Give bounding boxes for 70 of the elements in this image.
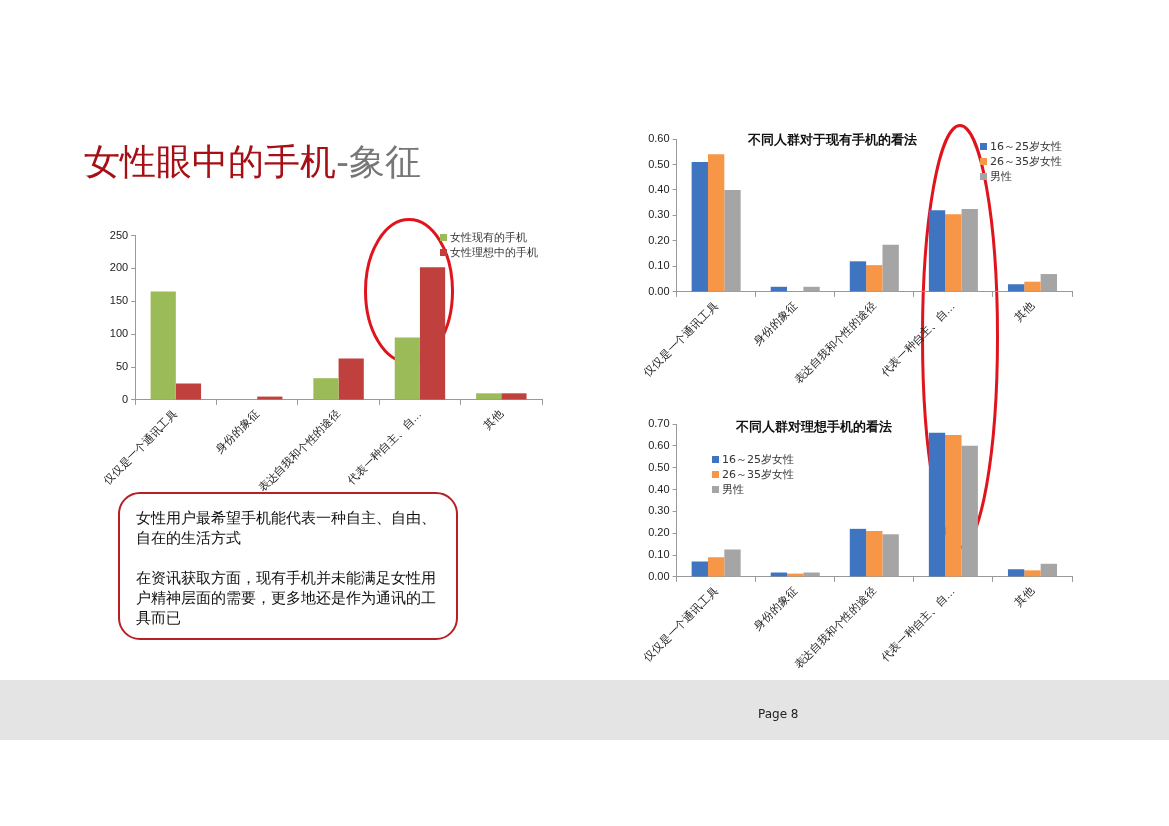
y-tick-label: 200 bbox=[109, 261, 129, 274]
x-tick-label: 身份的象征 bbox=[213, 407, 261, 455]
x-tick-label: 仅仅是一个通讯工具 bbox=[100, 407, 180, 487]
bar bbox=[945, 434, 962, 577]
y-tick-label: 0.00 bbox=[648, 284, 670, 297]
bar bbox=[691, 561, 708, 577]
legend-label: 女性现有的手机 bbox=[449, 230, 528, 245]
bar bbox=[476, 393, 502, 400]
y-tick-label: 0.40 bbox=[648, 482, 670, 495]
x-tick-label: 其他 bbox=[480, 407, 505, 432]
y-tick-label: 0.20 bbox=[648, 526, 670, 539]
x-tick-label: 代表一种自主、自… bbox=[344, 407, 424, 487]
x-tick-label: 代表一种自主、自… bbox=[877, 299, 957, 379]
y-tick-label: 0.50 bbox=[648, 460, 670, 473]
bar bbox=[849, 528, 867, 577]
y-tick-label: 0.10 bbox=[648, 259, 670, 272]
x-tick-label: 代表一种自主、自… bbox=[877, 584, 957, 664]
legend-label: 16～25岁女性 bbox=[989, 139, 1062, 154]
text: Page 8 bbox=[758, 707, 799, 721]
chart-title: 不同人群对理想手机的看法 bbox=[736, 418, 892, 436]
bar bbox=[419, 267, 446, 400]
legend-label: 女性理想中的手机 bbox=[449, 245, 538, 260]
y-tick-label: 100 bbox=[109, 327, 129, 340]
chart-title: 不同人群对于现有手机的看法 bbox=[748, 131, 917, 149]
bar bbox=[849, 261, 867, 292]
x-tick-label: 身份的象征 bbox=[751, 299, 799, 347]
y-tick-label: 0.70 bbox=[648, 417, 670, 430]
bar bbox=[394, 337, 420, 400]
y-tick-label: 0.60 bbox=[648, 438, 670, 451]
y-tick-label: 0.30 bbox=[648, 208, 670, 221]
legend-label: 26～35岁女性 bbox=[989, 154, 1062, 169]
bar bbox=[1024, 281, 1041, 292]
bar bbox=[928, 432, 946, 577]
y-tick-label: 0.10 bbox=[648, 548, 670, 561]
y-tick-label: 0.50 bbox=[648, 157, 670, 170]
legend-label: 26～35岁女性 bbox=[721, 467, 794, 482]
y-tick-label: 150 bbox=[109, 294, 129, 307]
x-tick-label: 身份的象征 bbox=[751, 584, 799, 632]
legend-label: 男性 bbox=[989, 169, 1013, 184]
text-box: 女性用户最希望手机能代表一种自主、自由、自在的生活方式 在资讯获取方面，现有手机并未能满足女性用户精神层面的需要，更多地还是作为通讯的工具而已 bbox=[118, 492, 458, 640]
bar bbox=[945, 214, 962, 292]
y-tick-label: 0.00 bbox=[648, 569, 670, 582]
bar bbox=[501, 393, 527, 400]
bar bbox=[1007, 569, 1025, 577]
y-tick-label: 0.30 bbox=[648, 504, 670, 517]
y-tick-label: 0.20 bbox=[648, 233, 670, 246]
chart-subtitle: -象征 bbox=[336, 141, 421, 182]
legend-label: 16～25岁女性 bbox=[721, 452, 794, 467]
y-tick-label: 0.40 bbox=[648, 182, 670, 195]
bar bbox=[866, 531, 883, 577]
y-tick-label: 0.60 bbox=[648, 132, 670, 145]
bar bbox=[707, 557, 725, 577]
bar bbox=[866, 265, 883, 292]
y-tick-label: 50 bbox=[115, 360, 129, 373]
x-tick-label: 仅仅是一个通讯工具 bbox=[641, 584, 720, 664]
bar bbox=[1007, 284, 1025, 292]
bar bbox=[707, 154, 725, 292]
bar bbox=[928, 210, 946, 292]
bar bbox=[1024, 570, 1041, 577]
bar bbox=[150, 291, 176, 400]
bar bbox=[691, 161, 708, 292]
bar bbox=[175, 383, 202, 400]
x-tick-label: 其他 bbox=[1011, 584, 1037, 609]
bar bbox=[338, 358, 364, 400]
y-tick-label: 250 bbox=[109, 228, 129, 241]
y-tick-label: 0 bbox=[122, 392, 129, 405]
bar bbox=[313, 378, 339, 400]
x-tick-label: 仅仅是一个通讯工具 bbox=[641, 299, 720, 379]
legend-label: 男性 bbox=[721, 482, 745, 497]
x-tick-label: 其他 bbox=[1011, 299, 1037, 324]
